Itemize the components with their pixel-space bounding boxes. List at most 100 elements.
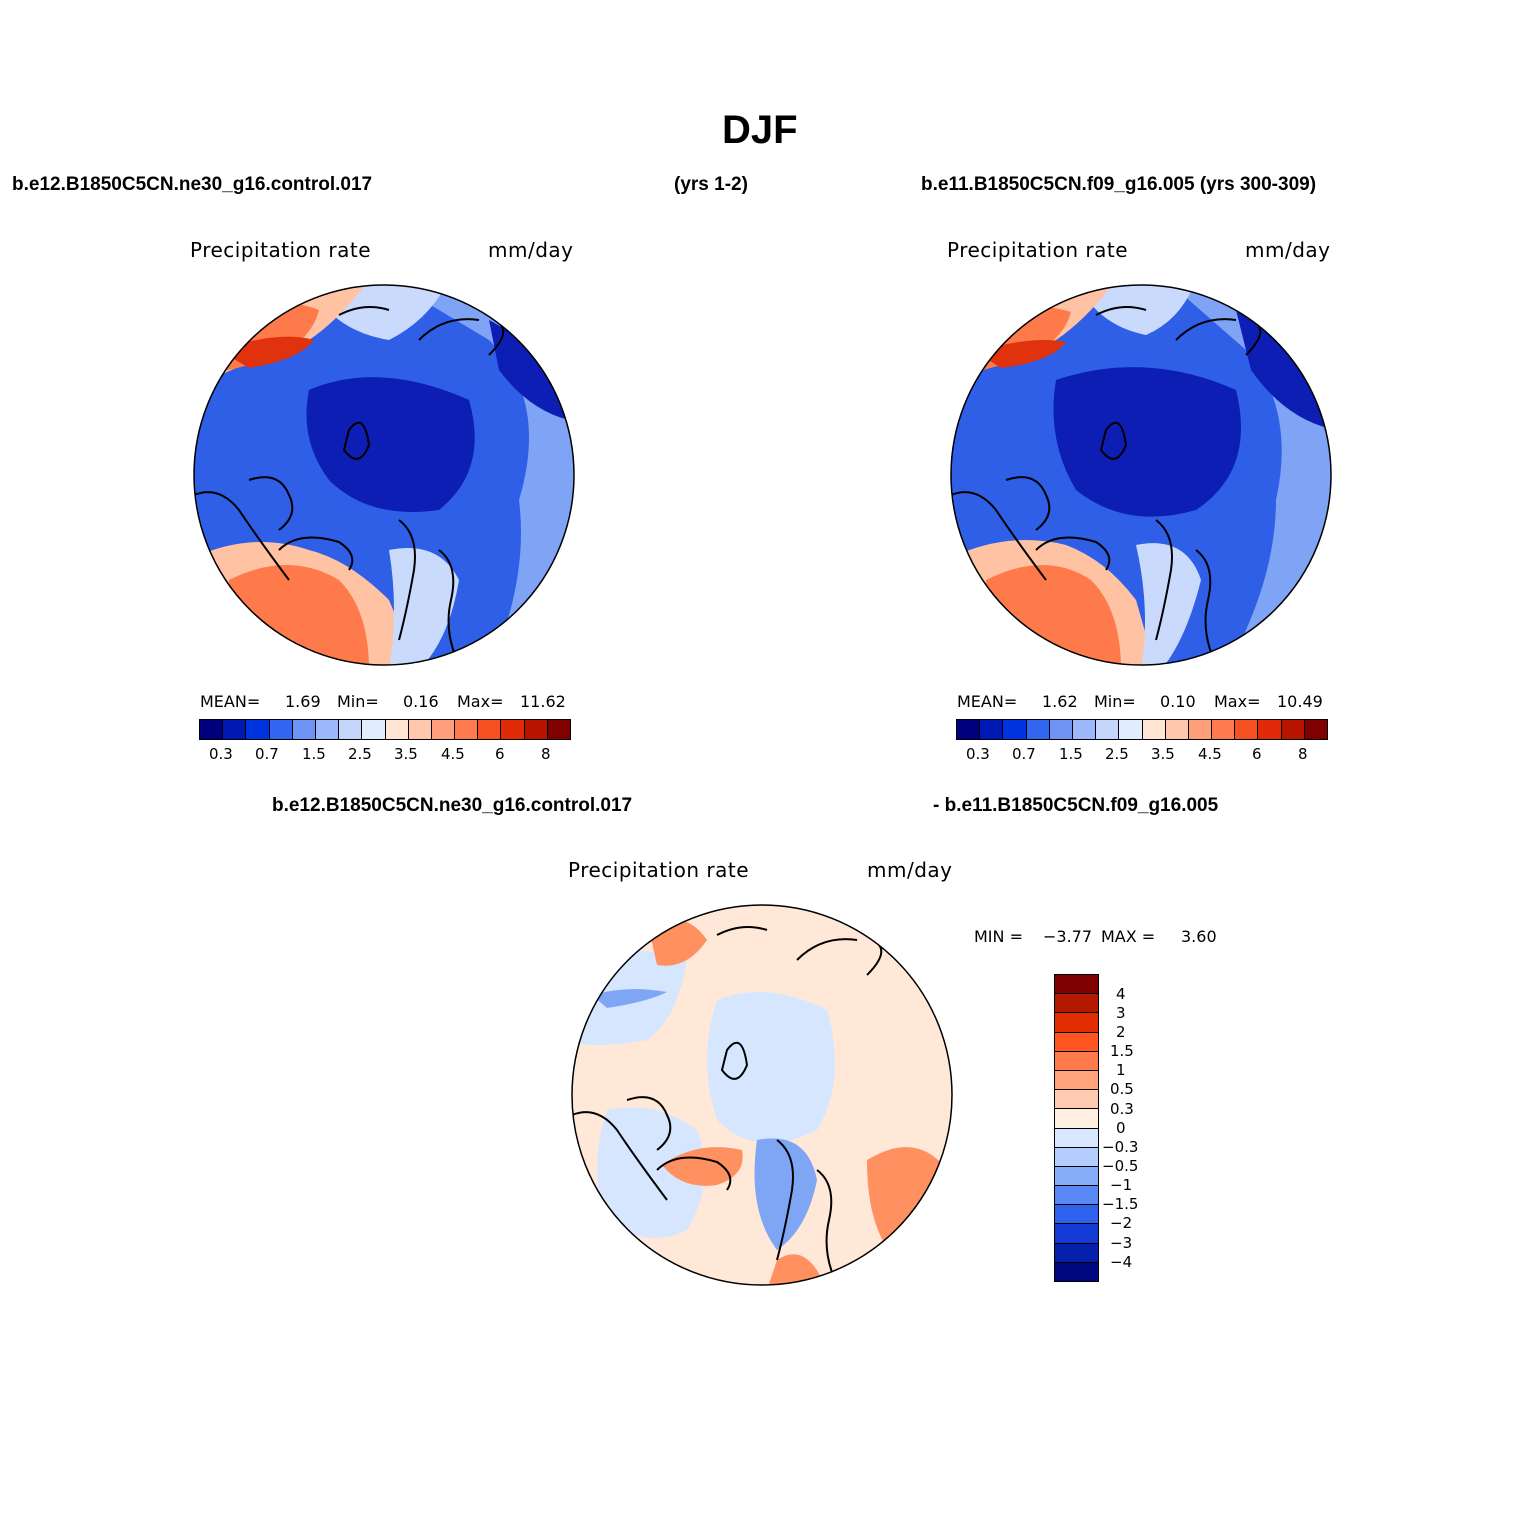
- diff-colorbar-tick: 0: [1116, 1119, 1126, 1137]
- diff-max-label: MAX =: [1101, 927, 1156, 946]
- diff-colorbar-swatch: [1055, 1262, 1098, 1281]
- diff-colorbar-tick: 1: [1116, 1061, 1126, 1079]
- precip-region: [707, 992, 835, 1143]
- diff-colorbar-tick: −0.3: [1102, 1138, 1139, 1156]
- left-colorbar-swatch: [501, 720, 525, 739]
- right-colorbar-swatch: [1049, 720, 1073, 739]
- right-colorbar-swatch: [1165, 720, 1189, 739]
- left-mean-value: 1.69: [285, 692, 321, 711]
- right-mean-value: 1.62: [1042, 692, 1078, 711]
- left-colorbar-tick: 4.5: [441, 745, 465, 763]
- right-colorbar-swatch: [1026, 720, 1050, 739]
- right-colorbar-tick: 2.5: [1105, 745, 1129, 763]
- diff-colorbar-tick: 3: [1116, 1004, 1126, 1022]
- right-colorbar-tick: 0.3: [966, 745, 990, 763]
- left-colorbar-swatch: [431, 720, 456, 739]
- left-panel-label: Precipitation rate: [190, 238, 371, 262]
- diff-colorbar-tick: 1.5: [1110, 1042, 1134, 1060]
- right-max-value: 10.49: [1277, 692, 1323, 711]
- diff-colorbar-tick: −3: [1110, 1234, 1133, 1252]
- diff-colorbar-tick: −4: [1110, 1253, 1133, 1271]
- right-panel-label: Precipitation rate: [947, 238, 1128, 262]
- left-colorbar-swatch: [315, 720, 340, 739]
- left-colorbar-tick: 0.3: [209, 745, 233, 763]
- diff-colorbar-swatch: [1055, 1224, 1098, 1244]
- left-colorbar-swatch: [547, 720, 570, 739]
- diff-colorbar-swatch: [1055, 1070, 1098, 1091]
- left-max-label: Max=: [457, 692, 504, 711]
- left-colorbar: [199, 719, 571, 740]
- diff-panel-units: mm/day: [867, 858, 953, 882]
- left-polar-map: [193, 284, 575, 666]
- diff-colorbar-swatch: [1055, 994, 1098, 1014]
- right-colorbar-swatch: [1235, 720, 1259, 739]
- left-colorbar-tick: 3.5: [394, 745, 418, 763]
- precip-region: [489, 320, 569, 420]
- diff-colorbar-tick: −0.5: [1102, 1157, 1139, 1175]
- left-colorbar-swatch: [339, 720, 363, 739]
- precip-region: [306, 377, 475, 512]
- coastline: [194, 305, 505, 661]
- left-colorbar-tick: 6: [495, 745, 505, 763]
- diff-case-b: - b.e11.B1850C5CN.f09_g16.005: [933, 795, 1219, 816]
- precip-region: [1053, 367, 1241, 517]
- diff-colorbar-tick: 2: [1116, 1023, 1126, 1041]
- right-colorbar-tick: 1.5: [1059, 745, 1083, 763]
- diff-colorbar-tick: 0.3: [1110, 1100, 1134, 1118]
- diff-colorbar-swatch: [1055, 1128, 1098, 1148]
- right-colorbar-swatch: [1304, 720, 1327, 739]
- right-colorbar-swatch: [1142, 720, 1166, 739]
- left-colorbar-swatch: [269, 720, 293, 739]
- diff-polar-map: [571, 904, 953, 1286]
- diff-colorbar-tick: −1.5: [1102, 1195, 1139, 1213]
- right-colorbar-swatch: [1096, 720, 1120, 739]
- left-colorbar-swatch: [362, 720, 386, 739]
- left-case-name: b.e12.B1850C5CN.ne30_g16.control.017: [12, 174, 373, 195]
- right-colorbar-swatch: [980, 720, 1004, 739]
- diff-colorbar: [1054, 974, 1099, 1282]
- coastline: [572, 925, 883, 1281]
- diff-colorbar-swatch: [1055, 1147, 1098, 1167]
- left-min-value: 0.16: [403, 692, 439, 711]
- right-min-label: Min=: [1094, 692, 1136, 711]
- figure-title: DJF: [722, 108, 798, 152]
- diff-colorbar-swatch: [1055, 1109, 1098, 1129]
- left-colorbar-swatch: [478, 720, 502, 739]
- precip-region: [389, 548, 459, 665]
- left-colorbar-tick: 8: [541, 745, 551, 763]
- diff-colorbar-tick: 4: [1116, 985, 1126, 1003]
- diff-colorbar-swatch: [1055, 1243, 1098, 1263]
- right-colorbar-tick: 3.5: [1151, 745, 1175, 763]
- right-colorbar-swatch: [1003, 720, 1027, 739]
- right-mean-label: MEAN=: [957, 692, 1018, 711]
- coastline: [951, 305, 1262, 661]
- diff-colorbar-swatch: [1055, 1032, 1098, 1052]
- diff-colorbar-swatch: [1055, 1013, 1098, 1033]
- diff-colorbar-swatch: [1055, 1205, 1098, 1225]
- diff-colorbar-swatch: [1055, 1090, 1098, 1110]
- right-colorbar-swatch: [1212, 720, 1236, 739]
- right-colorbar-swatch: [1119, 720, 1143, 739]
- diff-colorbar-tick: 0.5: [1110, 1080, 1134, 1098]
- right-colorbar-swatch: [1258, 720, 1282, 739]
- left-colorbar-tick: 2.5: [348, 745, 372, 763]
- left-max-value: 11.62: [520, 692, 566, 711]
- left-colorbar-tick: 0.7: [255, 745, 279, 763]
- precip-region: [1136, 543, 1201, 665]
- right-colorbar-tick: 0.7: [1012, 745, 1036, 763]
- left-colorbar-swatch: [292, 720, 316, 739]
- diff-colorbar-tick: −2: [1110, 1214, 1133, 1232]
- right-colorbar-tick: 8: [1298, 745, 1308, 763]
- diff-colorbar-swatch: [1055, 975, 1098, 995]
- right-colorbar-tick: 4.5: [1198, 745, 1222, 763]
- diff-min-label: MIN =: [974, 927, 1023, 946]
- left-colorbar-swatch: [200, 720, 224, 739]
- right-colorbar-tick: 6: [1252, 745, 1262, 763]
- right-colorbar: [956, 719, 1328, 740]
- left-colorbar-swatch: [455, 720, 479, 739]
- right-colorbar-swatch: [1281, 720, 1305, 739]
- right-colorbar-swatch: [1188, 720, 1213, 739]
- left-case-years: (yrs 1-2): [674, 174, 748, 195]
- right-case-name: b.e11.B1850C5CN.f09_g16.005 (yrs 300-309…: [921, 174, 1317, 195]
- diff-colorbar-swatch: [1055, 1186, 1098, 1206]
